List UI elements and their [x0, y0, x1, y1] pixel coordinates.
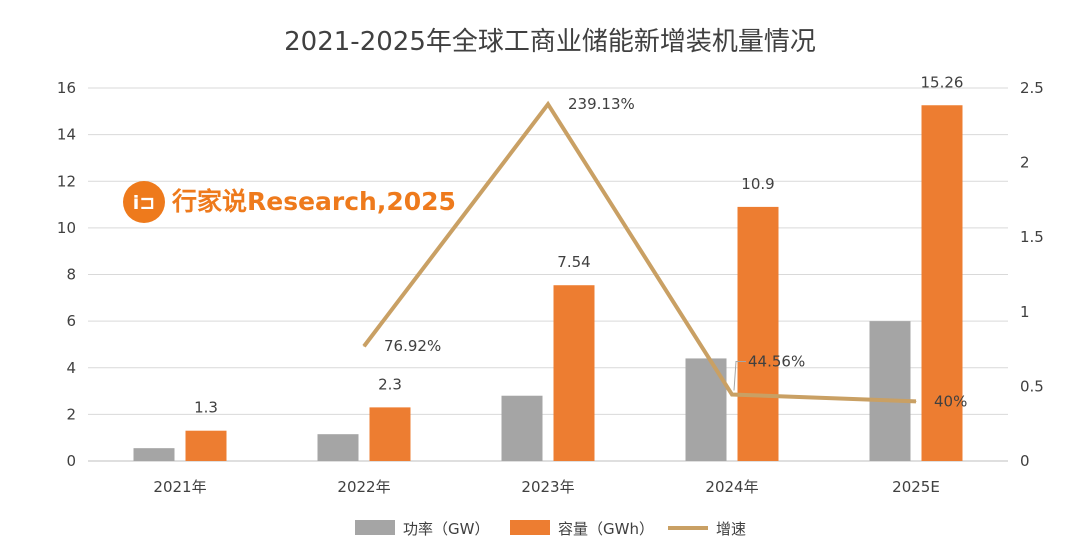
- y-left-tick-label: 2: [66, 405, 76, 423]
- bar-capacity: [921, 105, 963, 461]
- legend-label: 增速: [716, 520, 746, 538]
- y-right-tick-label: 0.5: [1020, 377, 1044, 395]
- legend-swatch: [510, 520, 550, 535]
- y-left-tick-label: 10: [57, 219, 76, 237]
- y-left-tick-label: 0: [66, 452, 76, 470]
- label-leader-line: [733, 361, 746, 391]
- data-label: 2.3: [378, 375, 402, 393]
- x-axis: 2021年 2022年 2023年 2024年 2025E: [153, 478, 939, 496]
- y-left-tick-label: 4: [66, 359, 76, 377]
- bar-power: [133, 448, 175, 461]
- y-right-tick-label: 1: [1020, 303, 1030, 321]
- x-tick-label: 2021年: [153, 478, 206, 496]
- growth-point: [731, 394, 733, 396]
- y-right-tick-label: 0: [1020, 452, 1030, 470]
- data-label: 1.3: [194, 399, 218, 417]
- x-tick-label: 2023年: [521, 478, 574, 496]
- gridlines: [88, 87, 1008, 462]
- line-data-label: 44.56%: [748, 353, 805, 371]
- watermark-logo-icon: [123, 181, 165, 223]
- data-label: 10.9: [741, 175, 774, 193]
- y-right-tick-label: 2.5: [1020, 79, 1044, 97]
- line-data-label: 40%: [934, 392, 967, 410]
- data-labels: 1.3 2.3 7.54 10.9 15.26 76.92% 239.13% 44.56% 40…: [194, 73, 967, 416]
- bar-capacity: [369, 407, 411, 461]
- y-left-tick-label: 12: [57, 172, 76, 190]
- y-left-tick-label: 14: [57, 126, 76, 144]
- growth-line: [362, 100, 917, 404]
- growth-point: [915, 400, 917, 402]
- bar-capacity: [553, 285, 595, 461]
- line-data-label: 239.13%: [568, 95, 635, 113]
- bar-capacity: [185, 430, 227, 461]
- watermark-text: 行家说Research,2025: [171, 187, 456, 216]
- y-right-tick-label: 1.5: [1020, 228, 1044, 246]
- legend-swatch: [355, 520, 395, 535]
- watermark-logo-glyph: i⊐: [133, 192, 155, 214]
- bar-power: [869, 321, 911, 461]
- data-label: 7.54: [557, 253, 590, 271]
- y-left-tick-label: 8: [66, 266, 76, 284]
- growth-point: [547, 103, 549, 105]
- legend-label: 功率（GW）: [403, 520, 489, 538]
- x-tick-label: 2022年: [337, 478, 390, 496]
- x-tick-label: 2025E: [892, 478, 940, 496]
- bars: [133, 105, 963, 461]
- left-axis-ticks: 0 2 4 6 8 10 12 14 16: [57, 79, 76, 470]
- right-axis-ticks: 0 0.5 1 1.5 2 2.5: [1020, 79, 1044, 470]
- chart-title: 2021-2025年全球工商业储能新增装机量情况: [284, 27, 816, 57]
- growth-point: [363, 345, 365, 347]
- bar-power: [501, 395, 543, 461]
- y-left-tick-label: 6: [66, 312, 76, 330]
- legend-label: 容量（GWh）: [558, 520, 654, 538]
- data-label: 15.26: [921, 73, 964, 91]
- watermark: i⊐ 行家说Research,2025: [123, 181, 456, 223]
- growth-line-path: [362, 100, 917, 404]
- legend: 功率（GW） 容量（GWh） 增速: [355, 520, 746, 538]
- x-tick-label: 2024年: [705, 478, 758, 496]
- y-left-tick-label: 16: [57, 79, 76, 97]
- line-data-label: 76.92%: [384, 337, 441, 355]
- y-right-tick-label: 2: [1020, 154, 1030, 172]
- bar-capacity: [737, 206, 779, 461]
- bar-power: [317, 434, 359, 461]
